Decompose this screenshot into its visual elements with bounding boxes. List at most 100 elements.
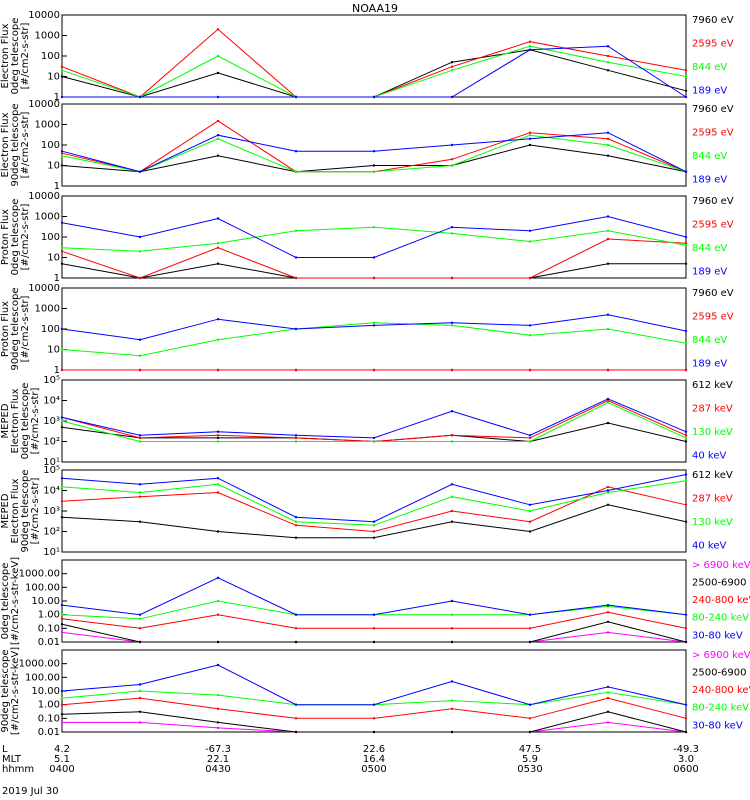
data-point [294,516,298,519]
legend-label: 844 eV [692,151,727,162]
series-line [61,144,687,173]
y-tick-label: 10¹ [43,547,60,558]
data-point [450,730,454,734]
data-point [294,640,298,644]
y-tick-label: 10 [47,345,60,356]
data-point [450,324,454,327]
data-point [216,368,220,372]
data-point [60,368,64,372]
y-tick-label: 10000 [28,283,60,294]
data-point [216,436,220,440]
data-point [138,696,142,700]
legend-label: > 6900 keV [692,560,750,571]
series-line [61,49,687,98]
series-line [61,28,687,98]
data-point [528,143,532,147]
data-point [372,368,376,372]
data-point [528,613,532,616]
data-point [216,242,220,245]
data-point [294,520,298,523]
data-point [606,401,610,404]
chart-title: NOAA19 [352,2,398,15]
y-axis-label: [#/cm2-s-str-keV] [10,647,21,735]
data-point [138,436,142,440]
x-tick-label: 5.9 [522,754,538,765]
data-point [60,154,64,157]
legend-label: 240-800 keV [692,595,750,606]
data-point [60,617,64,620]
data-point [528,40,532,43]
y-tick-label: 10.00 [31,596,60,607]
data-point [684,613,688,616]
y-tick-label: 0.01 [38,727,60,738]
data-point [528,134,532,137]
data-point [294,536,298,539]
data-point [372,536,376,539]
legend-label: 30-80 keV [692,630,743,641]
data-point [684,170,688,173]
y-tick-label: 1 [54,92,60,103]
data-point [216,726,220,730]
data-point [60,419,64,423]
series-line [61,322,687,357]
data-point [60,69,64,72]
series-line [61,45,687,98]
data-point [684,440,688,443]
data-point [606,503,610,506]
data-point [528,520,532,523]
data-point [528,368,532,372]
series-line [61,577,687,616]
data-point [450,680,454,683]
data-point [450,613,454,616]
data-point [216,154,220,157]
data-point [528,509,532,513]
legend-label: 844 eV [692,243,727,254]
x-tick-label: -67.3 [205,744,231,755]
data-point [138,235,142,239]
data-point [216,530,220,533]
data-point [528,530,532,533]
data-point [606,721,610,724]
y-tick-label: 1000.00 [19,659,60,670]
data-point [216,318,220,321]
data-point [60,477,64,480]
y-axis-label: 0deg telescope [0,563,11,640]
data-point [372,717,376,720]
y-tick-label: 100 [41,51,60,62]
plot-frame [61,195,687,279]
panel-1: 1 10 100 1000 10000 Electron Flux 0deg telesco… [0,10,734,103]
data-point [528,503,532,506]
data-point [684,627,688,630]
x-tick-label: 5.1 [54,754,70,765]
data-point [606,262,610,265]
data-point [60,500,64,503]
data-point [684,242,688,245]
legend-label: 7960 eV [692,104,734,115]
panel-8: 0.01 0.10 1.00 10.00 100.00 1000.00 90deg tele… [0,647,750,738]
data-point [606,696,610,700]
data-point [294,229,298,232]
data-point [138,483,142,486]
data-point [216,246,220,249]
plot-frame [61,649,687,733]
panel-6: 10¹ 10² 10³ 10⁴ 10⁵ MEPED Electron Flux 90deg t… [0,465,733,558]
y-tick-label: 10⁴ [43,486,60,497]
series-line [61,621,687,643]
legend-label: 844 eV [692,335,727,346]
data-point [606,131,610,134]
data-point [684,703,688,706]
data-point [138,710,142,713]
data-point [372,95,376,99]
data-point [450,520,454,523]
panel-7: 0.01 0.10 1.00 10.00 100.00 1000.00 0deg teles… [0,557,750,648]
data-point [372,321,376,324]
data-point [528,434,532,437]
data-point [294,368,298,372]
data-point [294,524,298,527]
data-point [294,276,298,280]
legend-label: 2500-6900 [692,578,747,589]
legend-label: 189 eV [692,358,727,369]
legend-label: > 6900 keV [692,650,750,661]
data-point [606,61,610,64]
y-tick-label: 100.00 [25,582,60,593]
